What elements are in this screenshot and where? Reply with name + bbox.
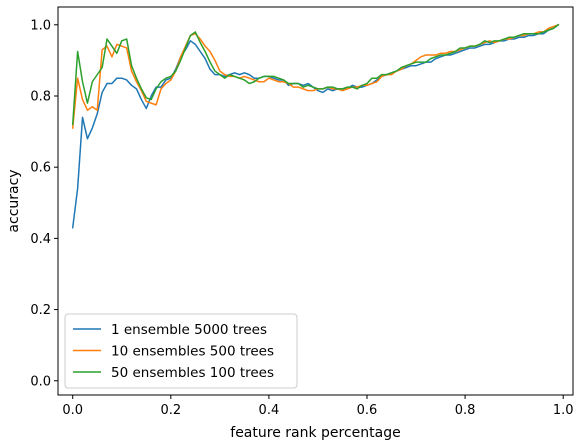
series-layer: [71, 23, 560, 229]
y-tick-label: 0.2: [30, 303, 51, 318]
y-tick-label: 1.0: [30, 18, 51, 33]
y-tick-label: 0.4: [30, 232, 51, 247]
x-tick-label: 0.4: [259, 403, 280, 418]
plot-frame: [57, 6, 574, 396]
series-line-1: [71, 23, 560, 229]
x-axis-label: feature rank percentage: [230, 425, 400, 441]
x-axis: 0.0 0.2 0.4 0.6 0.8 1.0: [62, 395, 574, 418]
y-axis-label: accuracy: [6, 169, 22, 232]
x-tick-label: 1.0: [553, 403, 574, 418]
y-tick-label: 0.0: [30, 374, 51, 389]
y-axis: 0.0 0.2 0.4 0.6 0.8 1.0: [30, 18, 58, 389]
legend-box: [64, 313, 298, 389]
x-tick-label: 0.0: [62, 403, 83, 418]
legend: 1 ensemble 5000 trees 10 ensembles 500 tr…: [64, 313, 298, 389]
series-line-3: [71, 23, 560, 126]
y-tick-label: 0.6: [30, 161, 51, 176]
legend-label: 50 ensembles 100 trees: [111, 365, 274, 381]
y-tick-label: 0.8: [30, 89, 51, 104]
x-tick-label: 0.6: [357, 403, 378, 418]
x-tick-label: 0.8: [455, 403, 476, 418]
x-tick-label: 0.2: [160, 403, 181, 418]
legend-label: 1 ensemble 5000 trees: [111, 322, 267, 338]
legend-label: 10 ensembles 500 trees: [111, 344, 274, 360]
